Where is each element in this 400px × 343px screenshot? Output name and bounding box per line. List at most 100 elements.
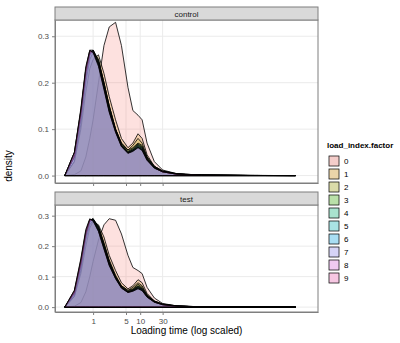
x-axis [56,183,319,186]
chart: 0.0 0.1 0.2 0.3 control density load_index.fac… [0,0,400,343]
tick: 0.0 [38,172,55,181]
density-area [65,219,296,307]
legend-swatch [329,273,339,283]
tick-mark [140,312,141,315]
density-area [65,219,296,307]
axis-line [55,206,56,313]
y-axis: 0.0 0.1 0.2 0.3 [38,206,56,313]
tick: 0.1 [38,273,55,282]
tick-label: 0.2 [38,79,50,88]
density-area [65,219,296,307]
panel-frame [55,20,318,183]
legend-swatch [329,208,339,218]
legend-label: 3 [344,196,349,205]
axis-line [55,21,56,184]
legend-swatch [329,169,339,179]
panel-background [55,20,318,183]
legend-key-bg [328,272,340,284]
tick-label: 0.3 [38,32,50,41]
panel: 0.0 0.1 0.2 0.3 control [38,7,319,186]
x-axis: 151030 [56,312,319,326]
legend-key-bg [328,207,340,219]
strip [55,192,318,205]
legend-label: 0 [344,157,349,166]
tick [140,183,141,186]
tick-mark [52,36,55,37]
legend-swatch [329,221,339,231]
legend-key-bg [328,194,340,206]
legend-label: 5 [344,222,349,231]
tick-mark [140,183,141,186]
tick-mark [126,183,127,186]
grid-line [55,36,318,37]
density-area [65,51,296,175]
tick [93,183,94,186]
tick-mark [163,183,164,186]
grid [55,205,318,312]
tick-mark [52,176,55,177]
tick-mark [126,312,127,315]
panel: 0.00.10.20.3151030test [38,192,319,326]
strip [55,7,318,20]
density-area [65,50,296,175]
legend-swatch [329,156,339,166]
tick-label: 0.0 [38,303,50,312]
legend-swatch [329,260,339,270]
strip-title: control [174,10,198,19]
legend-key-bg [328,155,340,167]
legend-label: 2 [344,183,349,192]
tick-mark [52,307,55,308]
panel-background [55,205,318,312]
tick-label: 0.1 [38,125,50,134]
legend-label: 4 [344,209,349,218]
legend-label: 1 [344,170,349,179]
plot-area [65,22,296,175]
tick: 0.1 [38,125,55,134]
density-area [65,50,296,175]
density-area [65,50,296,175]
axis-line [56,183,319,184]
y-axis: 0.0 0.1 0.2 0.3 [38,21,56,184]
panel-frame [55,205,318,312]
legend-swatch [329,182,339,192]
density-area [65,50,296,175]
legend: load_index.factor0123456789 [327,141,393,284]
legend-key-bg [328,246,340,258]
legend-key-bg [328,181,340,193]
x-axis-title: Loading time (log scaled) [131,325,243,336]
tick: 0.0 [38,303,55,312]
legend-key-bg [328,168,340,180]
density-area [65,219,296,307]
grid-line [162,205,163,312]
tick-mark [93,183,94,186]
tick: 1 [91,312,96,326]
legend-key-bg [328,259,340,271]
grid [55,20,318,183]
legend-key-bg [328,220,340,232]
tick: 0.3 [38,212,55,221]
grid-line [162,20,163,183]
y-axis-title: density [3,150,14,182]
density-area [65,219,296,307]
tick: 5 [124,312,129,326]
tick-label: 0.2 [38,242,50,251]
legend-label: 6 [344,235,349,244]
density-area [65,50,296,175]
tick-mark [52,83,55,84]
tick-mark [163,312,164,315]
tick-mark [52,216,55,217]
tick-mark [52,246,55,247]
tick-label: 5 [124,317,129,326]
tick: 10 [136,312,145,326]
legend-title: load_index.factor [327,141,393,150]
density-area [65,51,296,175]
axis-line [56,312,319,313]
density-area [65,22,296,175]
tick-mark [52,129,55,130]
grid-line [55,215,318,216]
tick-mark [52,277,55,278]
tick [163,183,164,186]
legend-swatch [329,247,339,257]
tick-label: 0.0 [38,172,50,181]
tick: 0.2 [38,242,55,251]
